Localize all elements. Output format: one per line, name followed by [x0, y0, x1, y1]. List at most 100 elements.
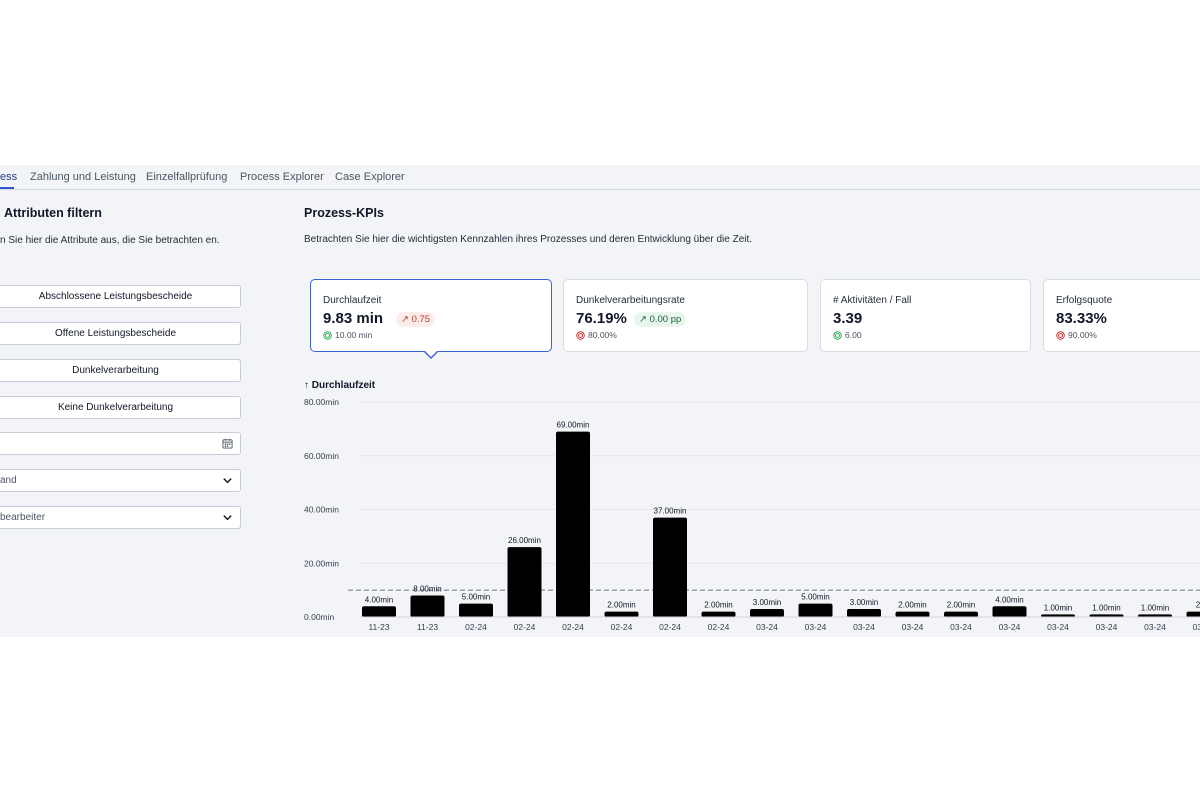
- bar: [362, 606, 396, 617]
- bar-value-label: 2.00: [1196, 601, 1200, 610]
- clerk-select-value: bearbeiter: [0, 512, 46, 523]
- y-tick-label: 80.00min: [304, 397, 339, 407]
- bar-value-label: 2.00min: [947, 601, 975, 610]
- bar: [507, 547, 542, 617]
- bar-value-label: 4.00min: [365, 595, 393, 604]
- filter-button-dunkelverarbeitung[interactable]: Dunkelverarbeitung: [0, 359, 241, 382]
- kpi-card-dunkelverarbeitungsrate[interactable]: Dunkelverarbeitungsrate 76.19% ↗ 0.00 pp…: [563, 279, 808, 352]
- x-tick-label: 03-24: [1144, 622, 1166, 632]
- bar: [410, 595, 445, 617]
- bar: [701, 611, 736, 617]
- y-tick-label: 0.00min: [304, 612, 335, 622]
- kpi-target: 10.00 min: [323, 330, 372, 340]
- tab-einzelfallpruefung[interactable]: Einzelfallprüfung: [146, 171, 228, 183]
- x-tick-label: 02-24: [708, 622, 730, 632]
- kpi-target-value: 6.00: [845, 330, 862, 340]
- tab-zahlung-und-leistung[interactable]: Zahlung und Leistung: [30, 171, 136, 183]
- x-tick-label: 02-24: [659, 622, 681, 632]
- kpi-card-durchlaufzeit[interactable]: Durchlaufzeit 9.83 min ↗ 0.75 10.00 min: [310, 279, 552, 352]
- kpi-card-label: Erfolgsquote: [1056, 295, 1113, 306]
- clerk-select[interactable]: bearbeiter: [0, 506, 241, 529]
- filter-button-offene[interactable]: Offene Leistungsbescheide: [0, 322, 241, 345]
- x-tick-label: 03-24: [1096, 622, 1118, 632]
- kpi-delta-badge: ↗ 0.00 pp: [634, 312, 687, 327]
- x-tick-label: 02-24: [514, 622, 536, 632]
- kpi-card-value: 9.83 min: [323, 310, 384, 327]
- kpi-card-aktivitaeten-pro-fall[interactable]: # Aktivitäten / Fall 3.39 6.00: [820, 279, 1031, 352]
- bar-value-label: 4.00min: [995, 595, 1023, 604]
- kpi-target-value: 80.00%: [588, 330, 617, 340]
- x-tick-label: 11-23: [417, 622, 438, 632]
- target-miss-icon: [1056, 331, 1065, 340]
- kpi-section-description: Betrachten Sie hier die wichtigsten Kenn…: [304, 234, 753, 245]
- x-tick-label: 02-24: [611, 622, 633, 632]
- tab-bar: ess Zahlung und Leistung Einzelfallprüfu…: [0, 165, 1200, 190]
- filter-title: Attributen filtern: [4, 206, 102, 220]
- target-ok-icon: [323, 331, 332, 340]
- bar-value-label: 26.00min: [508, 536, 541, 545]
- tab-process-explorer[interactable]: Process Explorer: [240, 171, 324, 183]
- bar-value-label: 2.00min: [898, 601, 926, 610]
- x-tick-label: 03-24: [950, 622, 972, 632]
- bar: [1089, 614, 1124, 617]
- bar: [750, 608, 784, 617]
- active-tab-indicator: [0, 187, 14, 189]
- chevron-down-icon[interactable]: [222, 475, 233, 486]
- bar-value-label: 37.00min: [654, 507, 687, 516]
- x-tick-label: 02-24: [465, 622, 487, 632]
- kpi-card-label: Durchlaufzeit: [323, 295, 382, 306]
- y-tick-label: 40.00min: [304, 505, 339, 515]
- bar: [556, 431, 590, 617]
- tab-process[interactable]: ess: [0, 171, 18, 183]
- bar: [944, 611, 978, 617]
- bar: [847, 608, 881, 617]
- bar: [459, 603, 493, 617]
- x-tick-label: 03-24: [1193, 622, 1200, 632]
- bar: [895, 611, 930, 617]
- bar-value-label: 2.00min: [704, 601, 732, 610]
- x-tick-label: 03-24: [902, 622, 924, 632]
- kpi-card-value: 83.33%: [1056, 310, 1107, 327]
- x-tick-label: 03-24: [1047, 622, 1069, 632]
- durchlaufzeit-bar-chart: 0.00min 20.00min 40.00min 60.00min 80.00min 4…: [304, 397, 1200, 632]
- bar-value-label: 8.00min: [413, 585, 441, 594]
- kpi-delta-badge: ↗ 0.75: [396, 312, 436, 327]
- kpi-card-value: 76.19%: [576, 310, 627, 327]
- kpi-target-value: 10.00 min: [335, 330, 373, 340]
- kpi-card-erfolgsquote[interactable]: Erfolgsquote 83.33% 90.00%: [1043, 279, 1200, 352]
- kpi-target-value: 90.00%: [1068, 330, 1097, 340]
- bar: [992, 606, 1027, 617]
- x-tick-label: 03-24: [999, 622, 1021, 632]
- x-tick-label: 03-24: [853, 622, 875, 632]
- y-tick-label: 20.00min: [304, 558, 339, 568]
- calendar-icon[interactable]: [222, 438, 233, 449]
- chevron-down-icon[interactable]: [222, 512, 233, 523]
- x-tick-label: 03-24: [756, 622, 778, 632]
- x-tick-label: 03-24: [805, 622, 827, 632]
- kpi-card-label: # Aktivitäten / Fall: [833, 295, 912, 306]
- kpi-target: 80.00%: [576, 330, 617, 340]
- target-miss-icon: [576, 331, 585, 340]
- bar-value-label: 3.00min: [753, 598, 781, 607]
- x-tick-label: 11-23: [368, 622, 389, 632]
- bar-value-label: 1.00min: [1092, 603, 1120, 612]
- tab-case-explorer[interactable]: Case Explorer: [335, 171, 405, 183]
- filter-description: n Sie hier die Attribute aus, die Sie be…: [0, 235, 220, 246]
- filter-button-abgeschlossene[interactable]: Abschlossene Leistungsbescheide: [0, 285, 241, 308]
- bar: [798, 603, 833, 617]
- x-tick-label: 02-24: [562, 622, 584, 632]
- kpi-target: 6.00: [833, 330, 862, 340]
- bar-value-label: 3.00min: [850, 598, 878, 607]
- state-select[interactable]: and: [0, 469, 241, 492]
- date-input[interactable]: [0, 432, 241, 455]
- bar-value-label: 5.00min: [801, 593, 829, 602]
- filter-button-keine-dunkelverarbeitung[interactable]: Keine Dunkelverarbeitung: [0, 396, 241, 419]
- kpi-card-value: 3.39: [833, 310, 863, 327]
- bar-value-label: 5.00min: [462, 593, 490, 602]
- target-ok-icon: [833, 331, 842, 340]
- state-select-value: and: [0, 475, 17, 486]
- chart-title: ↑ Durchlaufzeit: [304, 380, 376, 391]
- active-card-pointer-fill: [424, 350, 438, 357]
- bar-value-label: 2.00min: [607, 601, 635, 610]
- bar: [1186, 611, 1200, 617]
